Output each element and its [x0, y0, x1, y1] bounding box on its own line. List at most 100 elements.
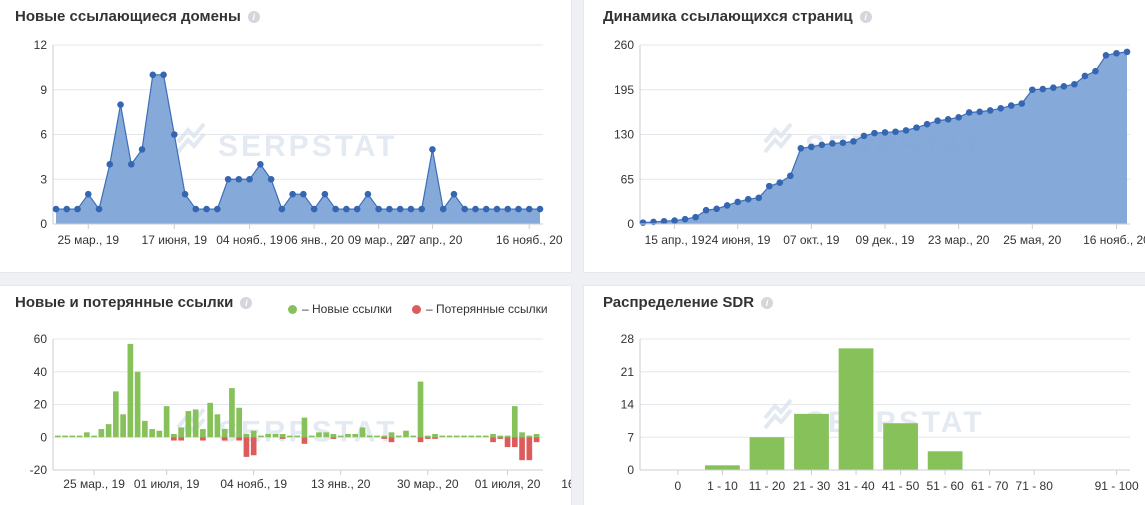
- bar-lost-links: [279, 437, 286, 439]
- info-icon[interactable]: i: [761, 296, 774, 309]
- y-tick-label: 195: [614, 83, 634, 97]
- bar-new-links: [62, 435, 68, 438]
- legend-item-new-links[interactable]: – Новые ссылки: [288, 302, 392, 316]
- bar-new-links: [388, 432, 395, 438]
- data-point: [63, 205, 71, 213]
- data-point: [965, 109, 973, 116]
- info-icon[interactable]: i: [240, 296, 253, 309]
- bar-lost-links: [519, 437, 525, 461]
- data-point: [892, 128, 899, 136]
- bar-new-links: [163, 406, 170, 438]
- bar-new-links: [490, 433, 496, 438]
- x-tick-label: 16 нояб., 20: [496, 233, 563, 247]
- info-icon[interactable]: i: [859, 10, 872, 23]
- bar-lost-links: [243, 437, 250, 457]
- data-point: [181, 190, 189, 198]
- bar-new-links: [533, 433, 540, 438]
- data-point: [1113, 49, 1120, 57]
- y-tick-label: 65: [621, 172, 635, 186]
- bar-new-links: [323, 432, 330, 438]
- data-point: [923, 120, 931, 128]
- data-point: [713, 205, 720, 213]
- data-point: [138, 146, 146, 153]
- data-point: [149, 71, 157, 79]
- data-point: [117, 101, 124, 108]
- chart-title: Распределение SDR i: [603, 294, 774, 311]
- data-point: [671, 217, 678, 224]
- data-point: [106, 161, 114, 168]
- data-point: [472, 205, 479, 213]
- data-point: [84, 190, 92, 198]
- data-point: [515, 205, 522, 213]
- data-point: [1039, 85, 1047, 93]
- bar-new-links: [461, 435, 467, 438]
- sdr-bar: [705, 465, 740, 470]
- legend-item-lost-links[interactable]: – Потерянные ссылки: [412, 302, 548, 316]
- bar-new-links: [308, 435, 315, 438]
- bar-lost-links: [417, 437, 424, 443]
- legend-label: – Новые ссылки: [302, 302, 392, 316]
- data-point: [386, 205, 393, 213]
- x-tick-label: 01 июля, 20: [475, 477, 541, 491]
- data-point: [1092, 67, 1099, 75]
- bar-new-links: [178, 427, 184, 438]
- bar-new-links: [200, 429, 206, 438]
- data-point: [639, 219, 647, 226]
- bar-new-links: [330, 433, 337, 438]
- data-point: [235, 175, 243, 183]
- bar-new-links: [207, 402, 213, 438]
- data-point: [997, 105, 1005, 112]
- data-point: [850, 138, 857, 145]
- data-point: [450, 190, 458, 198]
- watermark-group: SERPSTAT: [176, 122, 395, 163]
- bar-lost-links: [490, 437, 496, 443]
- data-point: [934, 117, 941, 125]
- x-tick-label: 25 мар., 19: [57, 233, 119, 247]
- data-point: [787, 172, 794, 180]
- x-tick-label: 11 - 20: [749, 479, 786, 493]
- y-tick-label: 260: [614, 38, 634, 52]
- data-point: [797, 144, 805, 152]
- bar-lost-links: [381, 437, 388, 439]
- y-tick-label: -20: [30, 463, 48, 477]
- data-point: [1081, 72, 1089, 80]
- bar-new-links: [84, 432, 90, 438]
- x-tick-label: 16 нояб., 20: [1083, 233, 1145, 247]
- series-area: [643, 51, 1127, 225]
- x-tick-label: 30 мар., 20: [397, 477, 459, 491]
- bar-new-links: [301, 417, 308, 438]
- data-point: [321, 190, 329, 198]
- bar-new-links: [417, 381, 424, 438]
- data-point: [976, 108, 983, 116]
- bar-new-links: [250, 430, 257, 438]
- y-tick-label: 0: [40, 430, 47, 444]
- panel-referring-pages-dynamics: Динамика ссылающихся страниц i 0 65 130 195…: [584, 0, 1145, 272]
- bar-new-links: [134, 371, 141, 438]
- domains-area-chart: 0 3 6 9 12 SERPSTAT 25 мар., 19 17 июня, 19 04 н…: [34, 38, 563, 247]
- sdr-bar: [749, 437, 785, 470]
- bar-new-links: [127, 343, 134, 438]
- y-tick-label: 20: [34, 398, 48, 412]
- data-point: [375, 205, 382, 213]
- x-tick-label: 15 апр., 19: [645, 233, 705, 247]
- data-point: [1060, 83, 1068, 90]
- data-point: [203, 205, 210, 213]
- y-tick-label: 40: [34, 365, 48, 379]
- bar-new-links: [221, 429, 228, 438]
- data-point: [171, 131, 178, 138]
- info-icon[interactable]: i: [247, 10, 260, 23]
- bar-new-links: [55, 435, 61, 438]
- y-tick-label: 14: [621, 398, 635, 412]
- data-point: [944, 116, 952, 123]
- data-point: [127, 161, 135, 168]
- data-point: [525, 205, 533, 213]
- x-tick-label: 25 мар., 19: [63, 477, 125, 491]
- data-point: [660, 217, 668, 225]
- bar-new-links: [105, 424, 112, 438]
- bar-lost-links: [236, 437, 243, 441]
- panel-new-referring-domains: Новые ссылающиеся домены i 0 3 6 9 12 SERPSTA…: [0, 0, 571, 272]
- x-tick-label: 0: [675, 479, 682, 493]
- watermark-logo-icon: [763, 398, 793, 430]
- data-point: [353, 205, 361, 213]
